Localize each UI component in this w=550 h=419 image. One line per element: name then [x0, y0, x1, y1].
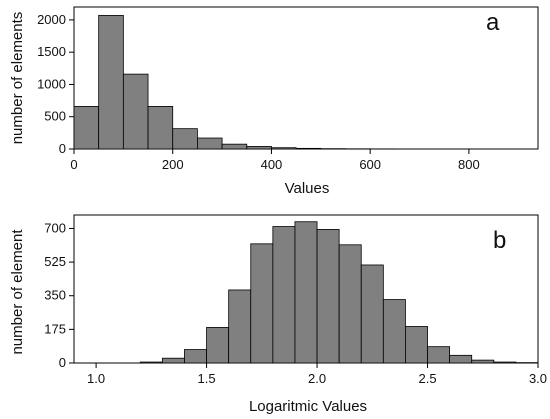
panel-b-y-tick-label-3: 525: [44, 254, 66, 269]
panel-b: 1.0 1.5 2.0 2.5 3.0 0 175 350 525 700 b Logaritmi…: [9, 214, 547, 415]
panel-a-x-axis-title: Values: [285, 180, 330, 197]
panel-b-x-tick-label-0: 1.0: [87, 371, 105, 386]
panel-a-bar-5: [197, 137, 223, 150]
panel-b-y-tick-label-0: 0: [59, 355, 66, 370]
panel-a-ticks: 0 200 400 600 800 0 500 1000 1500 2000: [37, 12, 480, 172]
panel-b-bar-4: [184, 349, 207, 364]
panel-b-x-tick-label-2: 2.0: [308, 371, 326, 386]
panel-b-bar-11: [338, 244, 362, 364]
panel-a-x-tick-label-0: 0: [70, 157, 77, 172]
panel-b-bar-5: [206, 327, 230, 364]
panel-a-bar-2: [122, 73, 149, 150]
panel-a-y-tick-label-2: 1000: [37, 76, 66, 91]
panel-a-y-tick-label-4: 2000: [37, 12, 66, 27]
panel-b-bar-14: [405, 326, 428, 364]
panel-a-y-tick-label-1: 500: [44, 109, 66, 124]
panel-b-bar-8: [272, 226, 296, 364]
panel-b-bar-16: [449, 354, 473, 364]
panel-b-x-tick-label-1: 1.5: [198, 371, 216, 386]
panel-b-bar-9: [294, 221, 318, 364]
panel-b-bar-18: [493, 361, 517, 364]
panel-a-bar-3: [147, 106, 174, 150]
panel-b-ticks: 1.0 1.5 2.0 2.5 3.0 0 175 350 525 700: [44, 220, 547, 386]
panel-b-y-axis-title: number of element: [9, 229, 26, 355]
panel-b-bar-15: [427, 346, 451, 364]
panel-b-bars: [139, 221, 539, 364]
panel-a-y-tick-label-3: 1500: [37, 44, 66, 59]
panel-a-bar-6: [221, 143, 248, 150]
panel-b-bar-12: [360, 264, 384, 364]
panel-b-y-tick-label-2: 350: [44, 288, 66, 303]
panel-a-bar-7: [246, 146, 272, 150]
panel-a-x-tick-label-2: 400: [261, 157, 283, 172]
panel-b-bar-6: [228, 289, 252, 364]
panel-b-bar-10: [316, 229, 340, 364]
panel-a-bar-9: [295, 147, 322, 150]
panel-b-y-tick-label-4: 700: [44, 220, 66, 235]
panel-a-bar-0: [73, 106, 100, 150]
panel-a-bars: [73, 14, 519, 150]
panel-a-y-axis-title: number of elements: [9, 12, 26, 145]
panel-b-y-tick-label-1: 175: [44, 321, 66, 336]
panel-b-bar-13: [382, 299, 406, 364]
panel-b-bar-2: [139, 361, 163, 364]
panel-a-x-tick-label-3: 600: [359, 157, 381, 172]
panel-b-x-tick-label-4: 3.0: [529, 371, 547, 386]
panel-b-bar-17: [471, 359, 495, 364]
panel-a-x-tick-label-1: 200: [162, 157, 184, 172]
panel-b-letter: b: [493, 227, 506, 254]
panel-a-x-tick-label-4: 800: [458, 157, 480, 172]
panel-a-y-tick-label-0: 0: [59, 141, 66, 156]
panel-b-bar-3: [161, 357, 185, 364]
panel-a-bar-8: [271, 147, 297, 150]
panel-b-bar-7: [250, 243, 274, 364]
panel-a-letter: a: [486, 9, 500, 36]
panel-a-bar-4: [172, 128, 198, 150]
panel-b-x-tick-label-3: 2.5: [418, 371, 436, 386]
panel-a-bar-1: [98, 14, 124, 150]
panel-a: 0 200 400 600 800 0 500 1000 1500 2000 a Values n…: [9, 6, 539, 197]
panel-b-x-axis-title: Logaritmic Values: [249, 398, 367, 415]
